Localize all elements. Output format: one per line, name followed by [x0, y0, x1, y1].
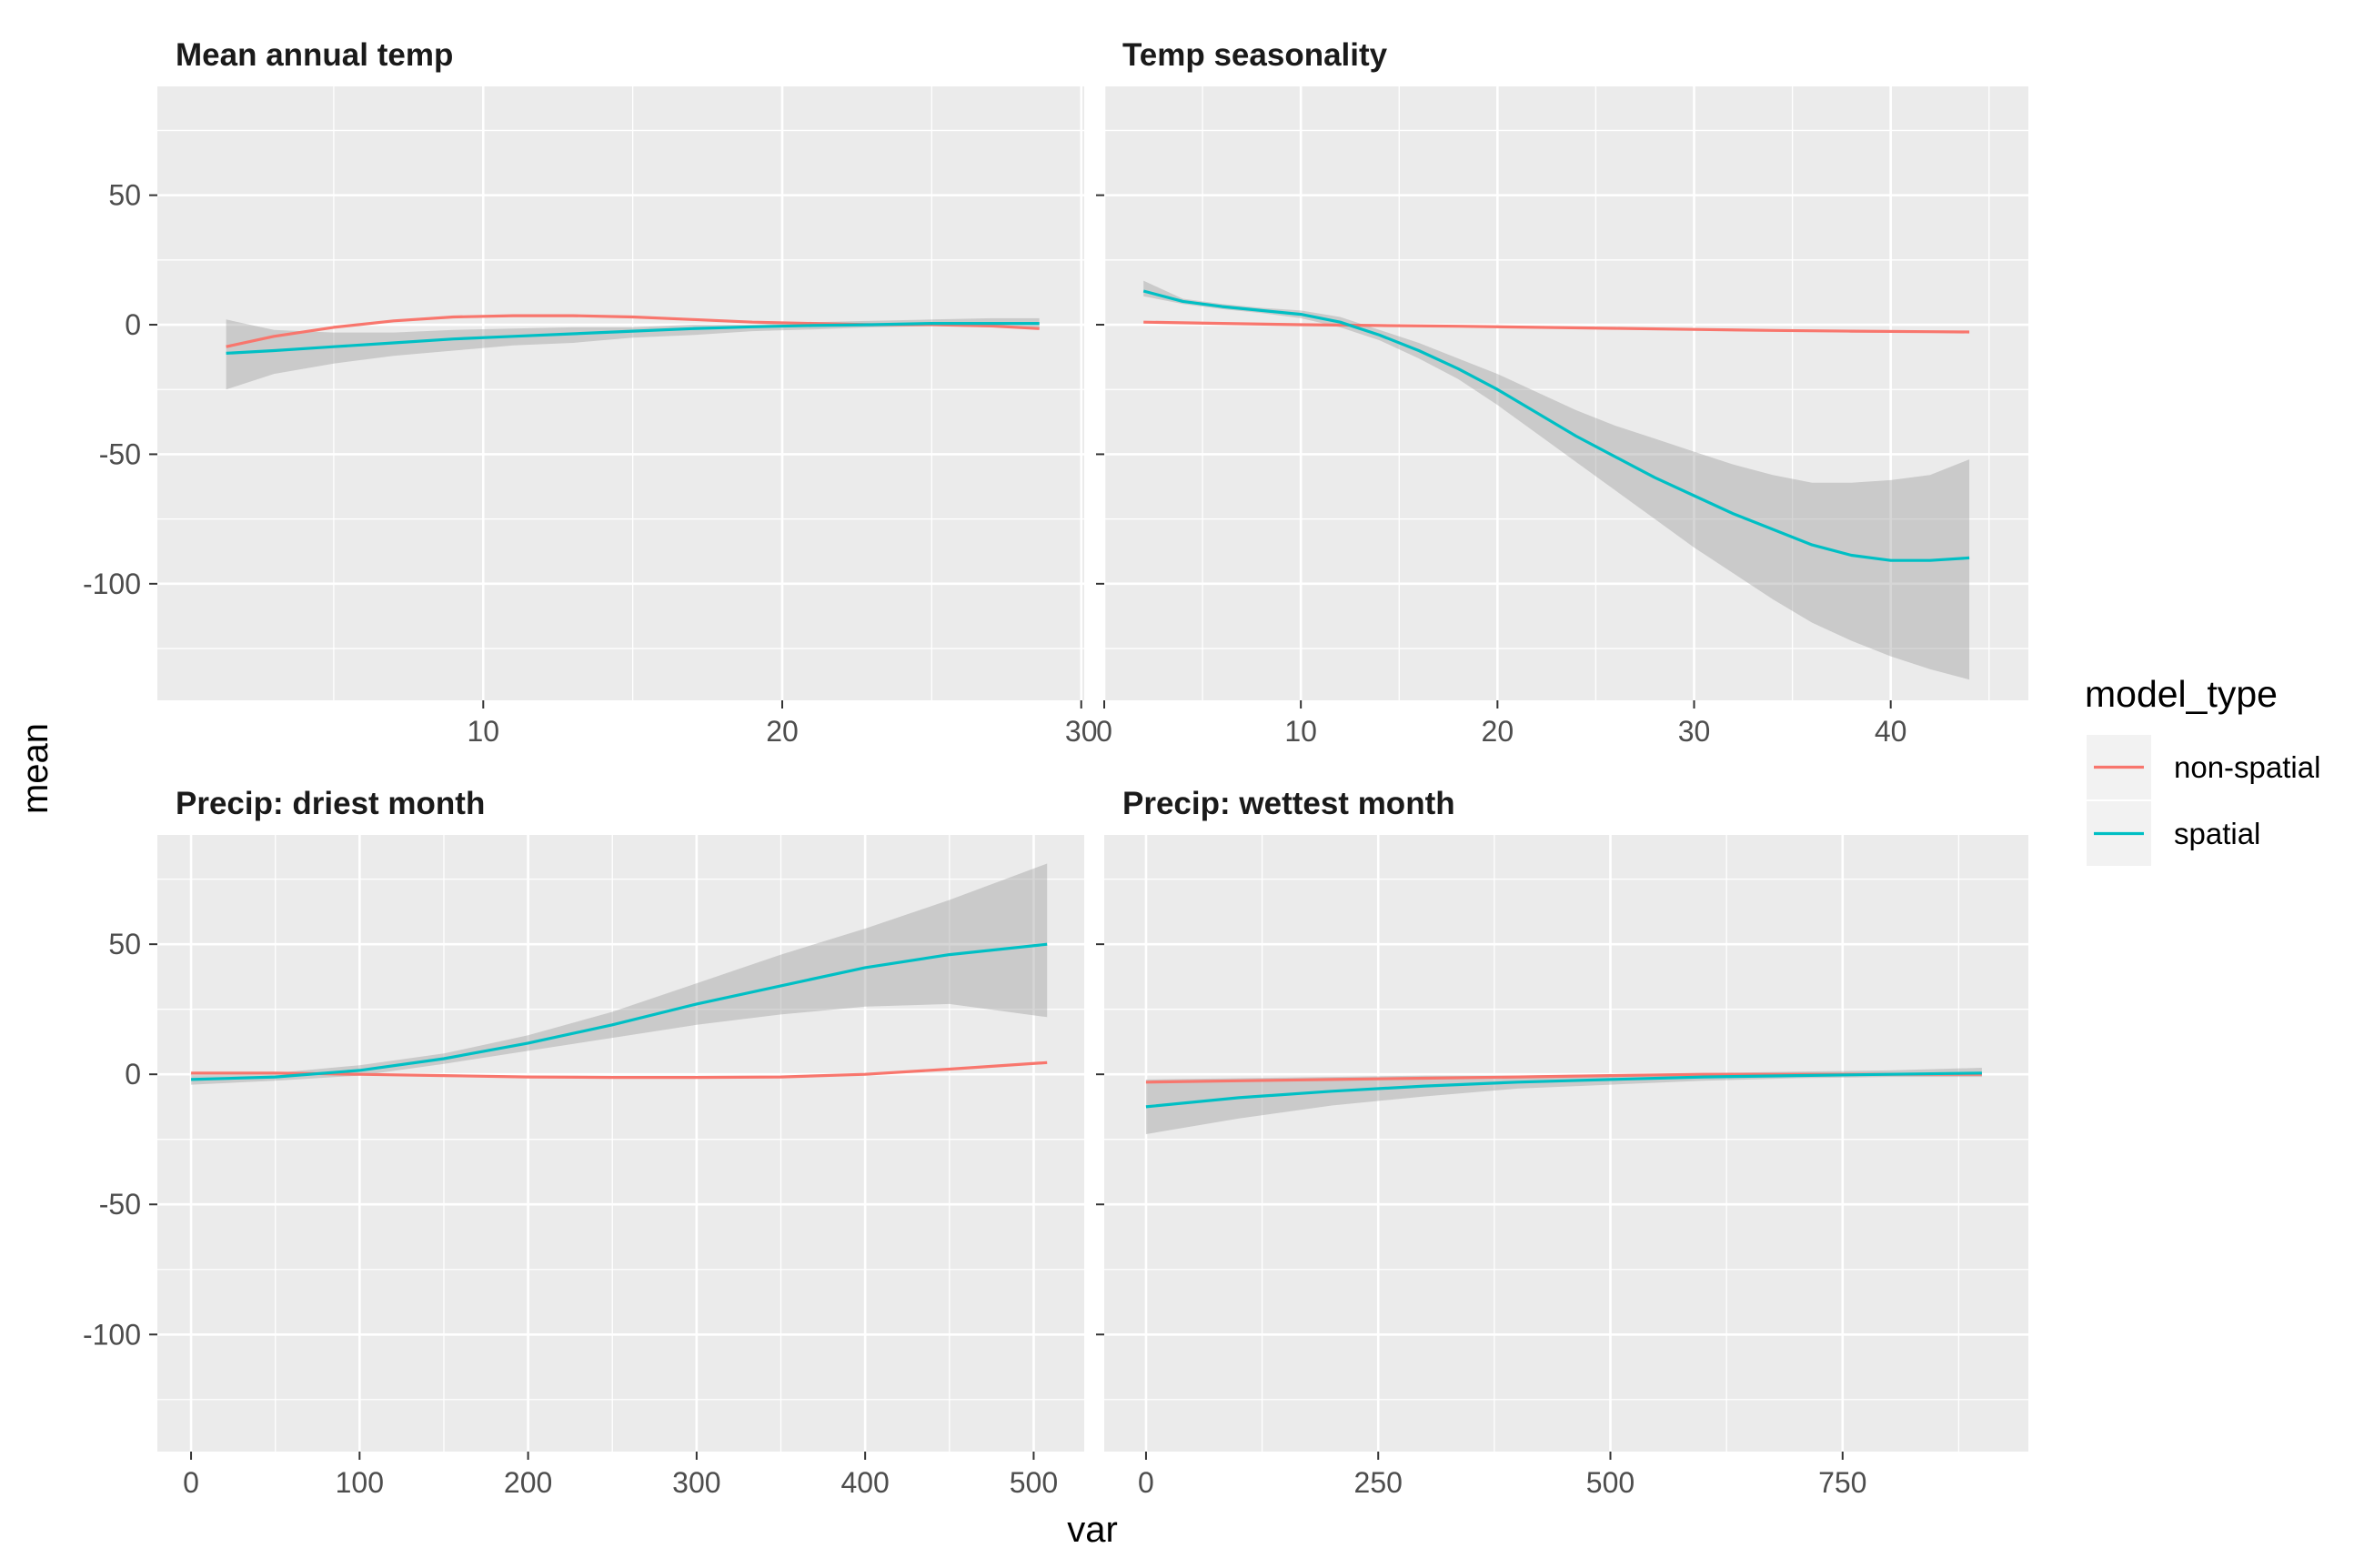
x-tick-label: 0	[183, 1466, 199, 1499]
series-line-spatial	[226, 322, 1040, 355]
x-tick-label: 40	[1875, 715, 1907, 748]
panel-title: Mean annual temp	[176, 37, 453, 73]
confidence-ribbon	[1145, 1068, 1982, 1134]
legend-label: spatial	[2174, 817, 2260, 850]
panel-background	[157, 835, 1084, 1452]
series-line-spatial	[1145, 1071, 1982, 1109]
x-tick-label: 30	[1065, 715, 1098, 748]
confidence-ribbon	[1143, 280, 1970, 680]
confidence-ribbon	[191, 863, 1048, 1085]
y-tick-label: -100	[83, 1318, 141, 1351]
x-tick-label: 20	[766, 715, 799, 748]
series-line-spatial	[191, 942, 1048, 1081]
x-tick-label: 400	[840, 1466, 889, 1499]
legend-label: non-spatial	[2174, 750, 2320, 784]
legend: model_type non-spatial spatial	[2085, 673, 2320, 866]
panel-title: Temp seasonality	[1122, 37, 1388, 73]
x-axis-title: var	[1067, 1510, 1118, 1550]
y-tick-label: 50	[108, 928, 141, 960]
x-tick-label: 500	[1586, 1466, 1635, 1499]
x-tick-label: 0	[1138, 1466, 1154, 1499]
x-tick-label: 20	[1482, 715, 1514, 748]
panel-title: Precip: driest month	[176, 786, 485, 821]
y-tick-label: -50	[99, 1188, 141, 1221]
x-tick-label: 0	[1096, 715, 1112, 748]
panel-background	[1104, 835, 2028, 1452]
y-tick-label: -50	[99, 437, 141, 470]
series-line-non-spatial	[1143, 320, 1970, 334]
y-tick-label: 0	[125, 1058, 141, 1091]
panel-2: Temp seasonality 0 10 20 30 40	[1096, 37, 2028, 748]
y-tick-label: 50	[108, 179, 141, 212]
panel-1: Mean annual temp 10 20 30 50 0 -50 -100	[83, 37, 1098, 748]
panel-title: Precip: wettest month	[1122, 786, 1455, 821]
x-tick-label: 750	[1818, 1466, 1866, 1499]
x-tick-label: 10	[467, 715, 499, 748]
x-tick-label: 30	[1678, 715, 1711, 748]
panel-4: Precip: wettest month 0 250 500 750	[1096, 786, 2028, 1499]
x-tick-label: 10	[1284, 715, 1317, 748]
y-tick-label: 0	[125, 308, 141, 341]
series-line-spatial	[1142, 289, 1970, 562]
confidence-ribbon	[226, 317, 1040, 390]
y-axis-title: mean	[15, 723, 55, 814]
panel-background	[157, 86, 1084, 700]
legend-title: model_type	[2085, 673, 2278, 715]
x-tick-label: 100	[336, 1466, 384, 1499]
x-tick-label: 200	[504, 1466, 552, 1499]
y-tick-label: -100	[83, 568, 141, 600]
panel-background	[1104, 86, 2028, 700]
x-tick-label: 250	[1354, 1466, 1403, 1499]
x-tick-label: 300	[672, 1466, 720, 1499]
x-tick-label: 500	[1010, 1466, 1058, 1499]
